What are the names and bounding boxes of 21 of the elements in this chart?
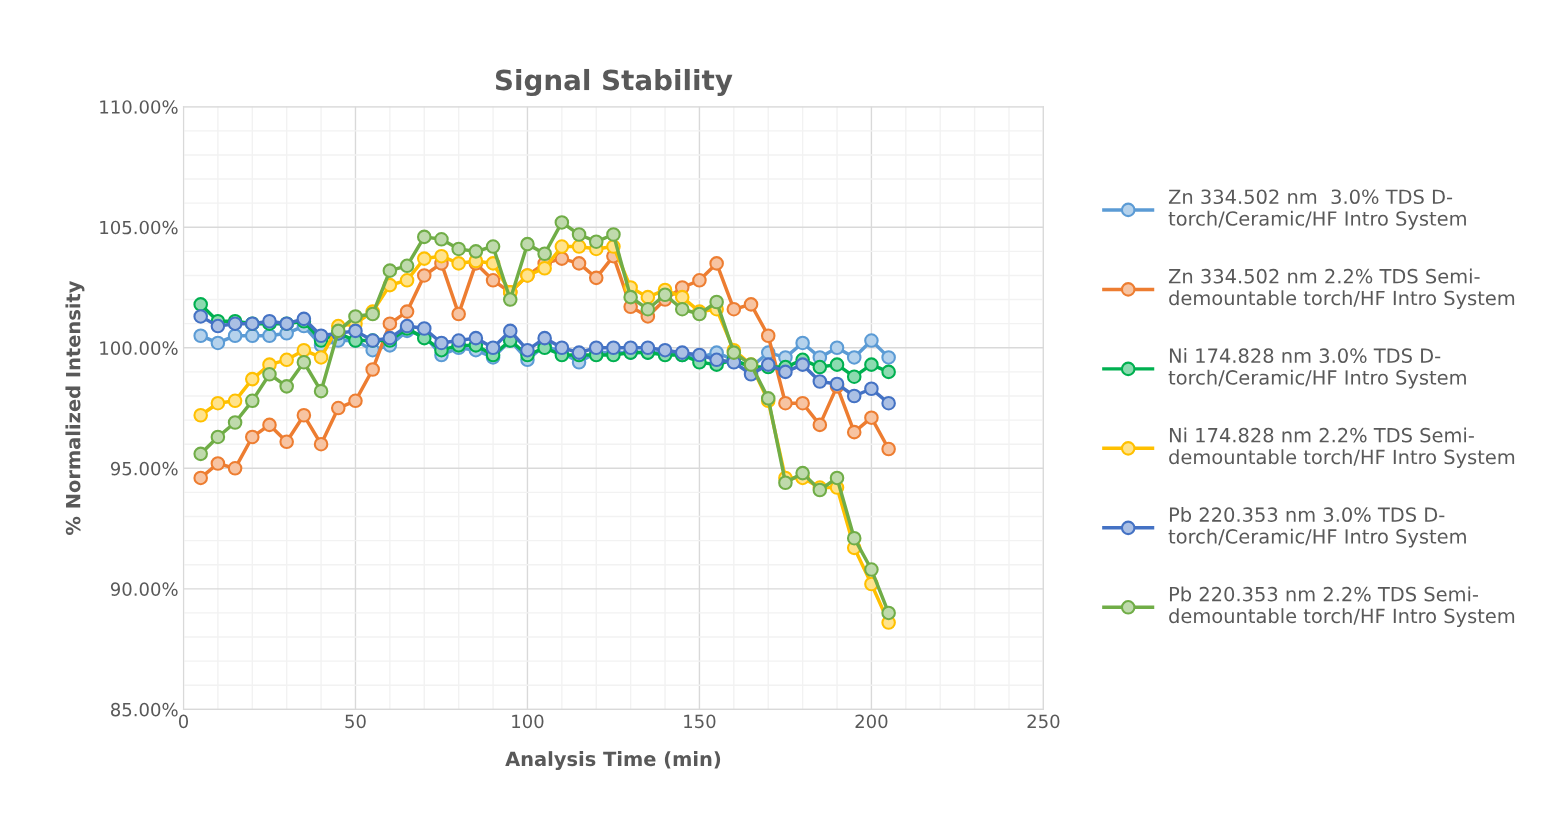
y-tick-label: 100.00% bbox=[100, 341, 178, 355]
x-tick-label: 0 bbox=[178, 714, 189, 729]
y-axis-title: % Normalized Intensity bbox=[65, 280, 85, 535]
y-tick-label: 110.00% bbox=[100, 100, 178, 114]
legend-label: Pb 220.353 nm 2.2% TDS Semi- demountable torch/HF Intro System bbox=[1169, 586, 1515, 628]
chart-title: Signal Stability bbox=[495, 68, 733, 97]
legend-label: Zn 334.502 nm 2.2% TDS Semi- demountable torch/HF Intro System bbox=[1168, 268, 1515, 310]
y-tick-label: 90.00% bbox=[110, 582, 178, 596]
x-tick-label: 100 bbox=[512, 714, 544, 729]
x-tick-label: 50 bbox=[345, 714, 366, 729]
x-tick-label: 200 bbox=[855, 714, 888, 729]
x-tick-label: 250 bbox=[1027, 714, 1060, 729]
y-tick-label: 85.00% bbox=[111, 702, 178, 717]
y-tick-label: 105.00% bbox=[100, 220, 178, 235]
x-tick-label: 150 bbox=[684, 714, 716, 729]
y-tick-label: 95.00% bbox=[110, 461, 178, 476]
x-axis-title: Analysis Time (min) bbox=[505, 751, 721, 771]
legend-label: Ni 174.828 nm 3.0% TDS D- torch/Ceramic/HF Intro System bbox=[1168, 348, 1466, 389]
legend-label: Zn 334.502 nm 3.0% TDS D- torch/Ceramic/HF Intro System bbox=[1168, 189, 1466, 230]
legend-label: Ni 174.828 nm 2.2% TDS Semi- demountable torch/HF Intro System bbox=[1169, 427, 1515, 469]
legend-label: Pb 220.353 nm 3.0% TDS D- torch/Ceramic/HF Intro System bbox=[1168, 506, 1466, 548]
